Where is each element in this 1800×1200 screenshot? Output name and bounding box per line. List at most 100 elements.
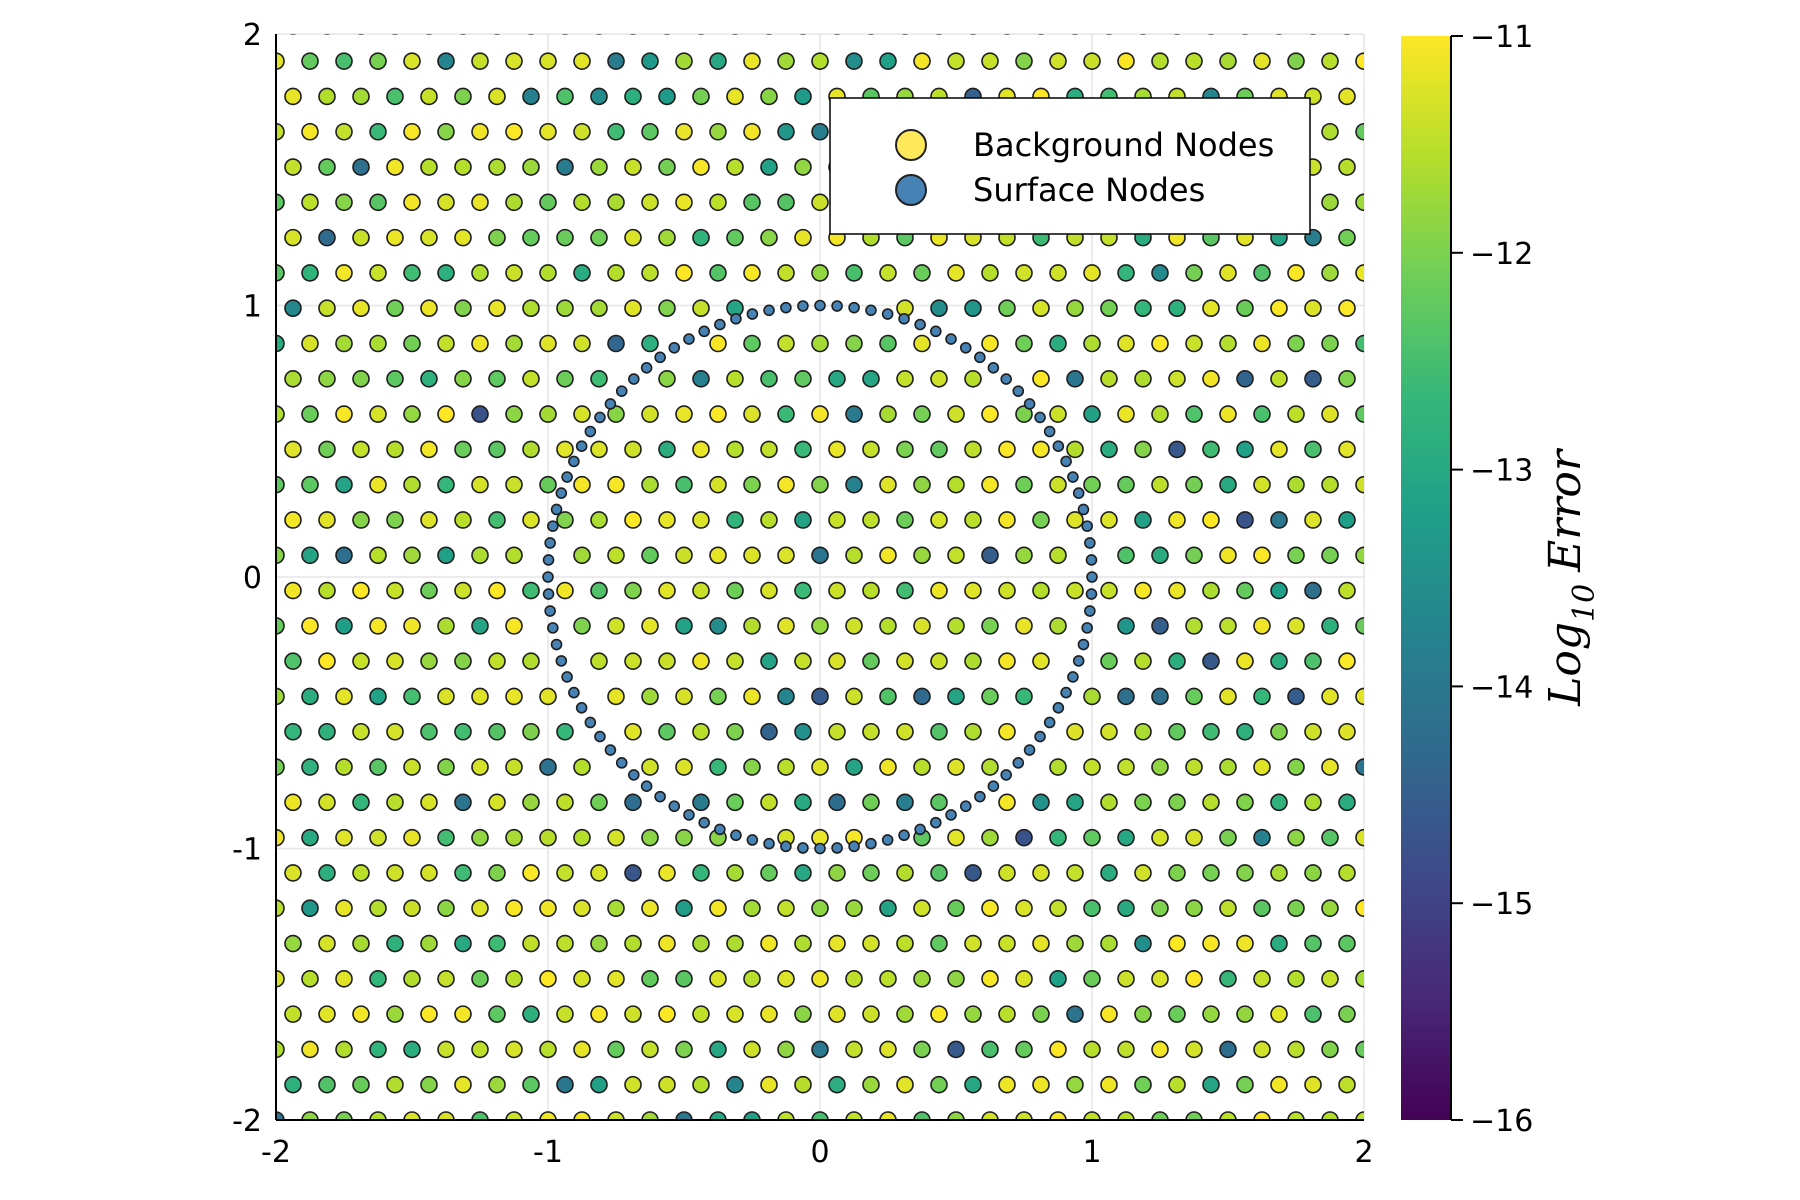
background-node (420, 370, 438, 388)
background-node (794, 1005, 812, 1023)
background-node (522, 722, 540, 741)
background-node (1066, 299, 1084, 318)
surface-node (987, 362, 1000, 374)
background-node (1117, 52, 1135, 70)
background-node (556, 158, 574, 176)
background-node (1083, 405, 1101, 423)
background-node (1321, 193, 1339, 212)
background-node (1100, 511, 1118, 529)
x-tick-label: 2 (1354, 1135, 1373, 1170)
background-node (1049, 334, 1067, 353)
surface-node (1081, 622, 1093, 634)
background-node (1321, 475, 1339, 494)
background-node (1287, 475, 1305, 494)
background-node (1355, 1111, 1364, 1120)
background-node (1134, 440, 1152, 459)
background-node (930, 793, 948, 812)
background-node (420, 511, 438, 529)
background-node (403, 1040, 421, 1059)
background-node (522, 581, 540, 600)
background-node (556, 511, 574, 529)
background-node (284, 1075, 302, 1094)
background-node (318, 299, 336, 318)
background-node (488, 299, 506, 318)
colorbar-title-base: Log (1540, 622, 1591, 707)
background-node (658, 511, 676, 529)
background-node (913, 687, 931, 706)
background-node (471, 1040, 489, 1059)
background-node (488, 864, 506, 882)
background-node (709, 52, 727, 70)
background-node (743, 122, 761, 141)
background-node (1168, 1005, 1186, 1023)
background-node (862, 1075, 880, 1094)
background-node (675, 405, 693, 423)
background-node (369, 264, 387, 282)
background-node (1015, 687, 1033, 706)
background-node (930, 864, 948, 882)
background-node (675, 264, 693, 282)
background-node (998, 299, 1016, 318)
background-node (471, 758, 489, 776)
background-node (454, 722, 472, 741)
surface-node (555, 487, 568, 499)
background-node (811, 1111, 829, 1120)
background-node (301, 405, 319, 423)
background-node (1270, 370, 1288, 388)
background-node (1134, 370, 1152, 388)
background-node (981, 334, 999, 353)
background-node (471, 405, 489, 423)
background-node (1287, 1040, 1305, 1059)
background-node (709, 899, 727, 918)
background-node (794, 370, 812, 388)
background-node (1151, 758, 1169, 776)
surface-node (974, 351, 986, 364)
background-node (1241, 34, 1249, 35)
background-node (1066, 581, 1084, 600)
axes (275, 34, 1364, 1121)
background-node (335, 122, 353, 141)
surface-node (640, 780, 653, 792)
background-node (1202, 864, 1220, 882)
background-node (335, 828, 353, 847)
background-node (471, 687, 489, 706)
background-node (930, 581, 948, 600)
x-tick-label: -1 (533, 1135, 563, 1170)
background-node (420, 1005, 438, 1023)
background-node (692, 934, 710, 953)
background-node (505, 1111, 523, 1120)
background-node (1100, 1005, 1118, 1023)
background-node (1049, 758, 1067, 776)
background-node (369, 617, 387, 635)
background-node (862, 1005, 880, 1023)
background-node (1151, 617, 1169, 635)
background-node (437, 970, 455, 988)
background-node (867, 34, 875, 35)
background-node (335, 1111, 353, 1120)
background-node (1355, 899, 1364, 918)
background-node (692, 299, 710, 318)
background-node (794, 228, 812, 247)
background-node (454, 158, 472, 176)
background-node (352, 793, 370, 812)
background-node (335, 617, 353, 635)
background-node (811, 475, 829, 494)
colorbar-tick-label: −11 (1470, 20, 1533, 55)
background-node (794, 1075, 812, 1094)
background-node (981, 405, 999, 423)
background-node (437, 334, 455, 353)
background-node (335, 405, 353, 423)
surface-node (1085, 588, 1098, 600)
colorbar-ticks: −11 −12 −13 −14 −15 −16 (1451, 20, 1533, 1139)
background-node (1287, 264, 1305, 282)
background-node (777, 970, 795, 988)
background-node (505, 193, 523, 212)
background-node (556, 370, 574, 388)
background-node (1134, 793, 1152, 812)
surface-node (1067, 471, 1079, 483)
background-node (709, 1040, 727, 1059)
background-node (284, 581, 302, 600)
background-node (879, 899, 897, 918)
background-node (1219, 617, 1237, 635)
surface-node (561, 671, 573, 683)
